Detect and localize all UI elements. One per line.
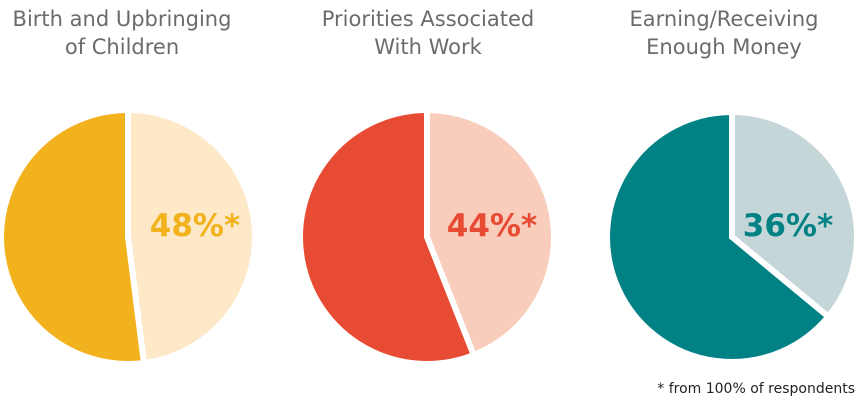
pie-slices-money [604,108,860,365]
pie-slice-work-rest [297,106,478,367]
pie-slice-money-rest [604,108,833,365]
pie-label-money: 36%* [743,208,833,244]
pie-title-money-line-1: Earning/Receiving [629,7,818,31]
pie-title-work-line-2: With Work [374,35,482,59]
pie-chart-work: Priorities Associated With Work 44%* [297,7,557,367]
pie-slice-work-highlight [424,106,557,359]
pie-slice-children-highlight [125,106,258,367]
footnote: * from 100% of respondents [657,381,855,397]
pie-slices-work [297,106,557,367]
pie-title-children-line-2: of Children [65,35,179,59]
pie-slice-money-highlight [729,108,860,321]
pie-title-work-line-1: Priorities Associated [322,7,535,31]
pie-chart-money: Earning/Receiving Enough Money 36%* [604,7,860,365]
pie-slice-children-rest [0,106,148,367]
pie-label-work: 44%* [447,208,537,244]
pie-slices-children [0,106,258,367]
pie-chart-children: Birth and Upbringing of Children 48%* [0,7,258,367]
pie-title-children-line-1: Birth and Upbringing [13,7,232,31]
pie-title-money-line-2: Enough Money [646,35,802,59]
pie-label-children: 48%* [150,208,240,244]
